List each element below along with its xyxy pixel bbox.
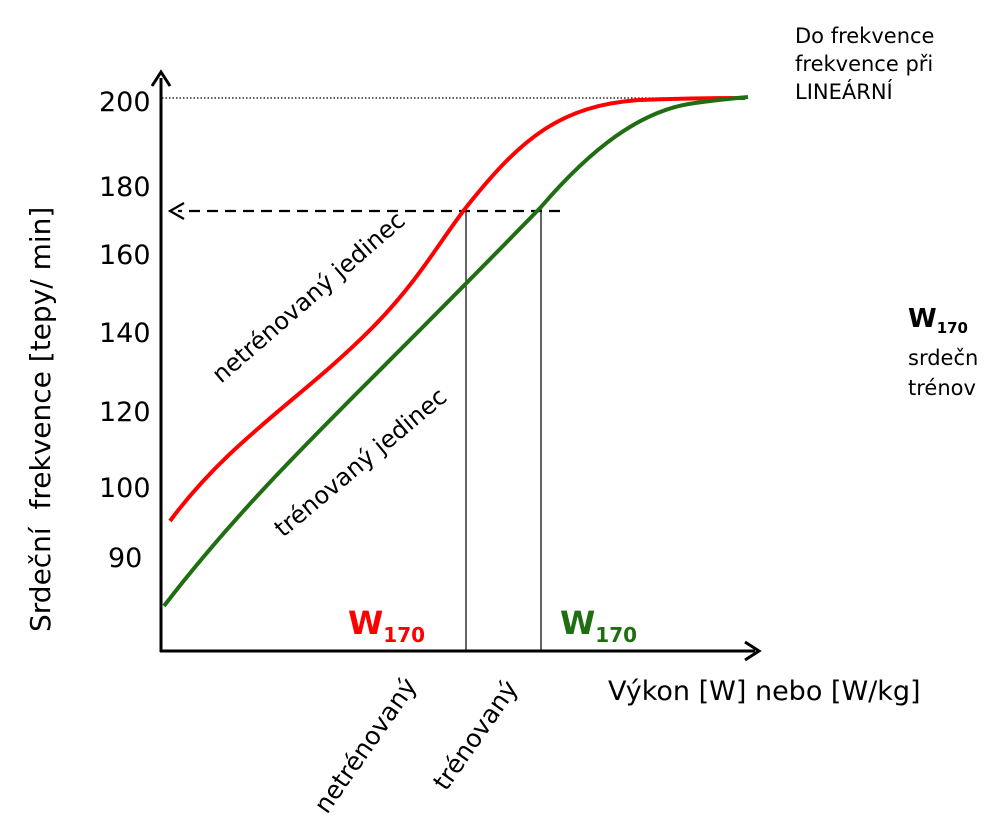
note-top: Do frekvence frekvence při LINEÁRNÍ — [795, 22, 934, 106]
w170-untrained-sub: 170 — [383, 623, 425, 647]
y-tick-100: 100 — [99, 473, 151, 504]
w170-untrained: W170 — [348, 604, 425, 647]
curve-untrained-label: netrénovaný jedinec — [207, 206, 411, 388]
curve-untrained — [168, 96, 746, 523]
note-top-line3: LINEÁRNÍ — [795, 80, 893, 104]
dashed-arrow-left-icon — [167, 202, 185, 220]
y-axis-label: Srdeční frekvence [tepy/ min] — [24, 207, 57, 632]
x-axis-label: Výkon [W] nebo [W/kg] — [608, 676, 921, 707]
y-tick-200: 200 — [99, 87, 151, 118]
w170-untrained-main: W — [348, 604, 383, 642]
note-top-line1: Do frekvence — [795, 24, 935, 48]
note-w170-title: W170 — [908, 304, 978, 343]
y-axis-arrow-icon — [150, 69, 172, 87]
note-w170: W170 srdečn trénov — [908, 304, 978, 403]
x-axis-arrow-icon — [744, 640, 762, 662]
note-w170-line2: srdečn — [908, 346, 979, 371]
w170-trained-sub: 170 — [595, 623, 637, 647]
w170-trained-main: W — [560, 604, 595, 642]
curve-trained — [162, 95, 749, 608]
note-top-line2: frekvence při — [795, 52, 934, 76]
y-tick-90: 90 — [108, 543, 142, 574]
x-label-untrained: netrénovaný — [308, 672, 423, 818]
w170-trained: W170 — [560, 604, 637, 647]
y-tick-140: 140 — [99, 318, 151, 349]
note-w170-line3: trénov — [908, 376, 976, 401]
note-w170-main: W — [908, 304, 937, 334]
note-w170-sub: 170 — [936, 319, 968, 338]
y-tick-180: 180 — [99, 172, 151, 203]
y-tick-160: 160 — [99, 240, 151, 271]
curve-trained-label: trénovaný jedinec — [269, 382, 452, 542]
y-tick-120: 120 — [99, 397, 151, 428]
x-label-trained: trénovaný — [427, 675, 524, 796]
